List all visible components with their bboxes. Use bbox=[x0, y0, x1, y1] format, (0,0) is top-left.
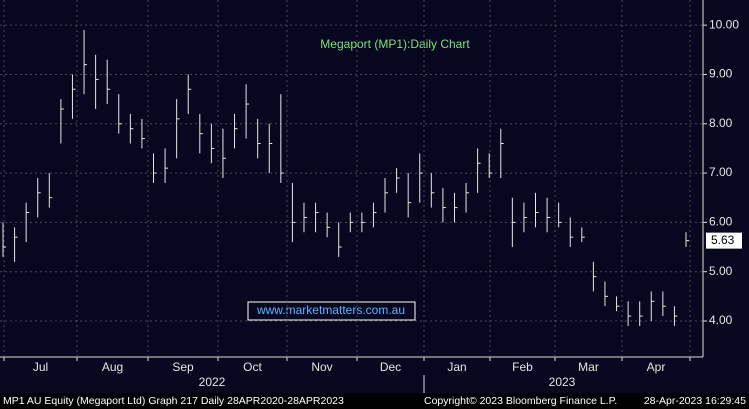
year-label: 2022 bbox=[199, 375, 226, 389]
chart-title: Megaport (MP1):Daily Chart bbox=[320, 37, 470, 51]
y-tick-label: 9.00 bbox=[709, 67, 733, 81]
y-tick-label: 6.00 bbox=[709, 215, 733, 229]
x-tick-label: Feb bbox=[512, 360, 533, 374]
watermark: www.marketmatters.com.au bbox=[256, 303, 405, 317]
x-tick-label: Apr bbox=[647, 360, 666, 374]
watermark-box bbox=[247, 301, 416, 321]
year-label: 2023 bbox=[549, 375, 576, 389]
x-tick-label: Mar bbox=[578, 360, 599, 374]
y-tick-label: 10.00 bbox=[709, 17, 739, 31]
y-tick-label: 4.00 bbox=[709, 313, 733, 327]
footer-copyright: Copyright© 2023 Bloomberg Finance L.P. bbox=[424, 395, 617, 407]
x-tick-label: Sep bbox=[172, 360, 194, 374]
last-price-box bbox=[706, 232, 742, 249]
y-tick-label: 5.00 bbox=[709, 264, 733, 278]
footer-bar bbox=[0, 393, 749, 409]
last-price-label: 5.63 bbox=[711, 233, 735, 247]
footer-timestamp: 28-Apr-2023 16:29:45 bbox=[644, 395, 746, 407]
y-tick-label: 8.00 bbox=[709, 116, 733, 130]
footer-left: MP1 AU Equity (Megaport Ltd) Graph 217 D… bbox=[3, 395, 344, 407]
x-tick-label: Nov bbox=[311, 360, 332, 374]
x-tick-label: Oct bbox=[243, 360, 262, 374]
y-tick-label: 7.00 bbox=[709, 165, 733, 179]
x-tick-label: Aug bbox=[102, 360, 123, 374]
x-tick-label: Dec bbox=[380, 360, 401, 374]
x-tick-label: Jan bbox=[447, 360, 466, 374]
background bbox=[0, 0, 749, 393]
x-tick-label: Jul bbox=[33, 360, 48, 374]
